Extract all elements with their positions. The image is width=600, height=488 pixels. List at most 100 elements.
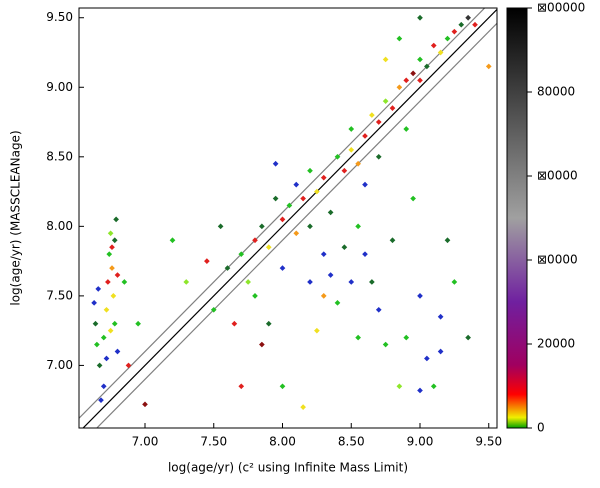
colorbar-tick-label: ⊠0000: [537, 169, 578, 183]
point: [135, 320, 141, 327]
point: [231, 320, 238, 327]
point: [348, 147, 355, 153]
colorbar-tick-label: 0: [537, 421, 545, 435]
point: [169, 237, 176, 244]
point: [369, 279, 375, 285]
point: [424, 355, 430, 362]
point: [430, 383, 437, 390]
point: [107, 327, 114, 334]
point: [458, 21, 465, 28]
point: [334, 300, 341, 306]
point: [210, 306, 217, 313]
reference-line: [82, 8, 497, 428]
point: [92, 320, 99, 327]
point: [307, 279, 313, 285]
point: [286, 202, 293, 209]
point: [307, 223, 313, 230]
point: [109, 244, 115, 251]
point: [314, 327, 320, 334]
point: [279, 216, 286, 223]
point: [94, 341, 100, 348]
point: [389, 237, 396, 244]
point: [396, 35, 403, 42]
point: [96, 362, 103, 369]
point: [114, 272, 121, 278]
point: [111, 237, 118, 244]
point: [105, 279, 111, 285]
point: [107, 230, 114, 237]
y-tick-label: 8.00: [46, 219, 73, 233]
x-tick-label: 7.00: [132, 435, 159, 449]
point: [109, 265, 115, 271]
point: [314, 188, 320, 195]
point: [142, 401, 148, 408]
point: [382, 98, 389, 105]
point: [348, 279, 355, 285]
point: [369, 112, 375, 118]
point: [362, 181, 368, 188]
point: [95, 286, 102, 292]
point: [293, 181, 300, 188]
point: [238, 251, 245, 257]
point: [472, 21, 478, 28]
colorbar: [506, 7, 528, 429]
point: [121, 279, 128, 285]
point: [403, 334, 410, 341]
point: [300, 404, 306, 410]
point: [279, 265, 286, 271]
point: [334, 153, 341, 160]
point: [348, 126, 355, 132]
point: [437, 348, 444, 355]
point: [355, 334, 361, 341]
point: [204, 258, 210, 264]
plot-frame: [78, 7, 498, 429]
point: [375, 153, 382, 160]
reference-line: [96, 22, 497, 428]
y-tick-label: 7.00: [46, 358, 73, 372]
point: [265, 320, 272, 327]
point: [224, 265, 231, 271]
colorbar-tick-label: 20000: [537, 337, 575, 351]
point: [238, 383, 245, 390]
point: [113, 216, 119, 223]
point: [362, 251, 368, 257]
point: [100, 383, 107, 390]
point: [320, 293, 327, 299]
point: [417, 56, 423, 63]
x-tick-label: 8.50: [338, 435, 365, 449]
point: [389, 105, 396, 111]
y-tick-label: 7.50: [46, 288, 73, 302]
point: [417, 77, 423, 84]
y-tick-label: 9.00: [46, 80, 73, 94]
point: [103, 306, 110, 313]
point: [111, 320, 118, 327]
point: [410, 195, 416, 202]
point: [272, 195, 279, 202]
y-tick-label: 9.50: [46, 10, 73, 24]
point: [417, 387, 423, 394]
point: [252, 237, 258, 244]
point: [465, 334, 471, 341]
point: [300, 195, 306, 202]
point: [396, 383, 403, 390]
point: [245, 279, 251, 285]
point: [217, 223, 224, 230]
x-tick-label: 8.00: [269, 435, 296, 449]
point: [320, 174, 327, 181]
point: [279, 383, 286, 390]
point: [417, 14, 423, 21]
x-tick-label: 9.50: [475, 435, 502, 449]
point: [362, 133, 368, 139]
point: [125, 362, 132, 369]
point: [430, 42, 437, 49]
point: [252, 293, 258, 299]
point: [451, 279, 458, 285]
colorbar-tick-label: 80000: [537, 85, 575, 99]
point: [485, 63, 492, 70]
point: [444, 237, 451, 244]
colorbar-tick-label: ⊠00000: [537, 1, 585, 15]
point: [403, 126, 410, 132]
x-axis-label: log(age/yr) (c² using Infinite Mass Limi…: [168, 461, 408, 475]
reference-line: [79, 8, 486, 419]
point: [100, 334, 107, 341]
